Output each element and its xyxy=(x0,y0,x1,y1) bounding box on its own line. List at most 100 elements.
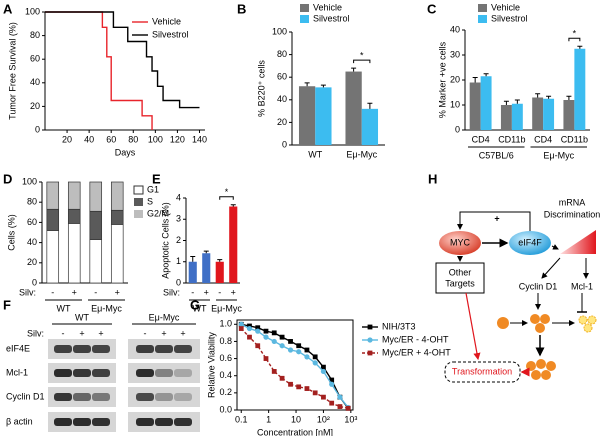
x-tick-label: CD11b xyxy=(498,134,525,144)
row-label: Silv: xyxy=(163,287,180,297)
data-point xyxy=(247,334,252,340)
bar xyxy=(500,105,512,130)
panel-letter: D xyxy=(3,171,12,186)
panel-letter: H xyxy=(428,171,437,186)
dying-cell xyxy=(578,315,588,325)
bar xyxy=(315,87,332,145)
x-tick-label: Eμ-Myc xyxy=(346,149,377,159)
y-tick-label: 4 xyxy=(176,192,181,202)
data-point xyxy=(288,381,293,387)
feedback-sign: + xyxy=(494,213,499,223)
error-bar xyxy=(503,100,509,105)
x-tick-label: - xyxy=(51,287,54,297)
row-label: Silv: xyxy=(19,287,36,297)
data-point xyxy=(255,325,261,331)
legend-label: Silvestrol xyxy=(313,13,350,23)
lane-label: + xyxy=(79,328,84,338)
data-point xyxy=(329,377,335,383)
legend-label: Vehicle xyxy=(152,16,181,26)
cell xyxy=(536,359,546,369)
x-tick-label: WT xyxy=(308,149,322,159)
series-line xyxy=(45,11,200,109)
group-label: Eμ-Myc xyxy=(211,303,242,313)
significance-label: * xyxy=(573,29,577,39)
y-tick-label: 0.8 xyxy=(219,336,232,346)
bar xyxy=(188,261,197,283)
blot-band xyxy=(54,393,72,401)
x-tick-label: - xyxy=(218,287,221,297)
data-point xyxy=(263,356,269,361)
series-line xyxy=(240,323,349,408)
error-bar xyxy=(367,102,373,109)
row-label: Silv: xyxy=(27,328,44,338)
data-point xyxy=(321,364,326,370)
x-tick-label: 10³ xyxy=(344,414,357,424)
y-tick-label: 80 xyxy=(277,49,287,59)
legend-swatch xyxy=(133,185,144,195)
blot-row-label: Cyclin D1 xyxy=(6,391,45,401)
x-tick-label: 40 xyxy=(84,134,94,144)
group-label: C57BL/6 xyxy=(479,150,514,160)
cell xyxy=(540,314,550,324)
y-tick-label: 100 xyxy=(22,176,37,186)
x-tick-label: + xyxy=(231,287,236,297)
y-tick-label: 20 xyxy=(450,74,460,84)
bar-segment xyxy=(89,210,103,240)
pathway-diagram: + MYC eIF4F mRNA Discrimination Cyclin D… xyxy=(435,197,600,383)
transformation-box xyxy=(444,361,521,383)
error-bar xyxy=(535,93,541,98)
error-bar xyxy=(320,84,326,88)
y-tick-label: 0.2 xyxy=(219,387,232,397)
significance-bracket xyxy=(353,59,371,64)
x-tick-label: + xyxy=(115,287,120,297)
blot-band xyxy=(155,369,173,377)
error-bar xyxy=(351,67,357,72)
blot-band xyxy=(136,393,154,401)
myc-node xyxy=(439,231,481,255)
bar-segment xyxy=(46,208,60,231)
error-bar xyxy=(304,82,310,87)
panel-letter: F xyxy=(3,297,11,312)
panel-letter: E xyxy=(152,171,161,186)
significance-label: * xyxy=(225,187,229,197)
y-tick-label: 40 xyxy=(27,237,37,247)
bar xyxy=(563,100,575,130)
y-tick-label: 0 xyxy=(32,277,37,287)
blot-band xyxy=(92,393,110,401)
x-tick-label: 120 xyxy=(170,134,185,144)
x-tick-label: + xyxy=(204,287,209,297)
y-tick-label: 0.4 xyxy=(219,370,232,380)
data-point xyxy=(271,369,277,374)
bar xyxy=(345,71,362,145)
data-point xyxy=(329,381,335,387)
legend-marker xyxy=(367,350,373,356)
bar-segment xyxy=(46,230,60,284)
arrow xyxy=(465,292,481,361)
blot-band xyxy=(155,418,173,426)
y-tick-label: 40 xyxy=(450,24,460,34)
blot-group-label: Eμ-Myc xyxy=(149,312,180,322)
lane-label: - xyxy=(62,328,65,338)
blot-band xyxy=(54,418,72,426)
bar xyxy=(511,103,523,130)
arrow xyxy=(551,244,559,250)
data-point xyxy=(288,339,293,344)
significance-label: * xyxy=(360,51,364,61)
bar-segment xyxy=(46,181,60,210)
lane-label: + xyxy=(180,328,185,338)
series-line xyxy=(241,323,349,409)
cell xyxy=(546,361,556,371)
x-tick-label: 20 xyxy=(62,134,72,144)
data-point xyxy=(271,338,277,345)
eif4f-node xyxy=(509,231,551,255)
blot-row-label: Mcl-1 xyxy=(6,367,28,377)
data-point xyxy=(312,390,318,396)
y-tick-label: 40 xyxy=(30,77,40,87)
bar xyxy=(215,261,224,283)
bar-segment xyxy=(110,181,124,211)
bar xyxy=(480,76,492,130)
dying-cell xyxy=(587,315,597,325)
blot-band xyxy=(155,345,173,353)
blot-band xyxy=(73,369,91,377)
cyclin-label: Cyclin D1 xyxy=(519,281,558,291)
